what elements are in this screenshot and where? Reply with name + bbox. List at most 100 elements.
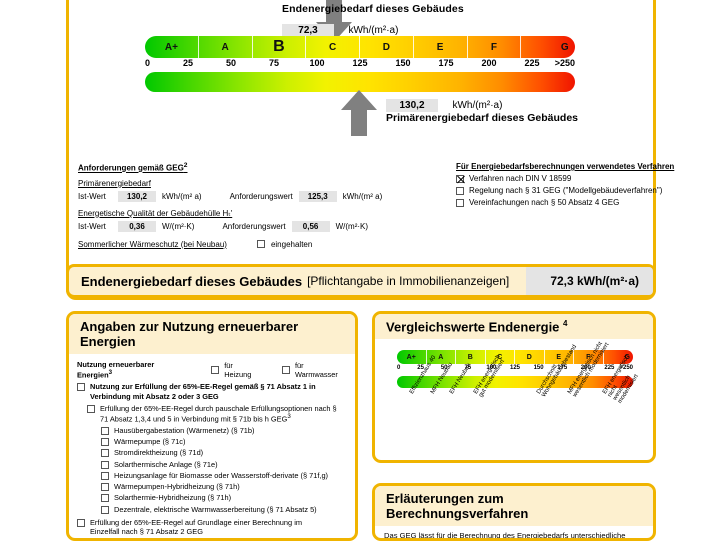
label-main-option: Nutzung zur Erfüllung der 65%-EE-Regel g…: [90, 382, 316, 401]
energy-class-D: D: [360, 36, 414, 58]
label-lump-option-sup: 3: [287, 413, 291, 421]
scale-tick-5: 125: [352, 58, 368, 68]
energy-class-F: F: [468, 36, 522, 58]
checkbox-lump-item-5[interactable]: [101, 483, 109, 492]
end-energy-value: 72,3: [282, 24, 334, 37]
label-lump-item-6: Solarthermie-Hybridheizung (§ 71h): [114, 493, 232, 503]
renewables-use-label-sup: 3: [108, 369, 113, 376]
primary-ist-unit: kWh/(m² a): [162, 191, 202, 201]
requirements-heading-text: Anforderungen gemäß GEG: [78, 163, 184, 173]
energy-class-B: B: [456, 350, 486, 364]
checkbox-lump-item-4[interactable]: [101, 471, 109, 480]
primary-energy-title: Primärenergiebedarf dieses Gebäudes: [386, 112, 578, 124]
lump-item-4[interactable]: Heizungsanlage für Biomasse oder Wassers…: [101, 471, 347, 480]
calculation-method-section: Für Energiebedarfsberechnungen verwendet…: [456, 162, 720, 207]
scale-tick-7: 175: [438, 58, 454, 68]
label-method-0: Verfahren nach DIN V 18599: [469, 174, 572, 183]
scale-tick-1: 25: [417, 365, 424, 371]
method-option-0[interactable]: Verfahren nach DIN V 18599: [456, 174, 720, 183]
calculation-method-heading: Für Energiebedarfsberechnungen verwendet…: [456, 162, 675, 171]
renewables-heading: Angaben zur Nutzung erneuerbarer Energie…: [69, 314, 355, 354]
lump-item-1[interactable]: Wärmepumpe (§ 71c): [101, 437, 347, 447]
scale-tick-8: 200: [580, 365, 591, 371]
explanation-panel: Erläuterungen zum Berechnungsverfahren D…: [372, 483, 656, 541]
energy-class-D: D: [515, 350, 545, 364]
method-option-2[interactable]: Vereinfachungen nach § 50 Absatz 4 GEG: [456, 198, 720, 207]
primary-energy-arrow-up-icon: [341, 90, 377, 136]
energy-class-scale: A+ABCDEFGH: [145, 36, 575, 58]
checkbox-method-0[interactable]: [456, 174, 464, 183]
comparison-panel: Vergleichswerte Endenergie 4 A+ABCDEFGH …: [372, 311, 656, 463]
scale-tick-2: 50: [225, 58, 237, 68]
summer-protection-row: Sommerlicher Wärmeschutz (bei Neubau) ei…: [78, 240, 644, 249]
energy-class-Aplus: A+: [145, 36, 199, 58]
label-lump-option: Erfüllung der 65%-EE-Regel durch pauscha…: [100, 404, 340, 424]
scale-tick-9: 225: [524, 58, 540, 68]
lump-item-7[interactable]: Dezentrale, elektrische Warmwasserbereit…: [101, 505, 347, 514]
energy-class-E: E: [545, 350, 574, 364]
summer-protection-checkbox-label: eingehalten: [270, 239, 313, 249]
end-energy-banner: Endenergiebedarf dieses Gebäudes [Pflich…: [66, 264, 656, 298]
renewables-use-label-text: Nutzung erneuerbarer Energien: [77, 360, 155, 380]
checkbox-use-water[interactable]: [281, 365, 290, 374]
primary-soll-value: 125,3: [298, 190, 337, 202]
summer-protection-checkbox[interactable]: [256, 240, 265, 249]
scale-tick-2: 50: [440, 365, 448, 371]
renewables-use-row: Nutzung erneuerbarer Energien3 für Heizu…: [77, 360, 347, 379]
scale-tick-1: 25: [182, 58, 194, 68]
lump-item-6[interactable]: Solarthermie-Hybridheizung (§ 71h): [101, 493, 347, 503]
envelope-soll-label: Anforderungswert: [222, 221, 286, 231]
method-option-1[interactable]: Regelung nach § 31 GEG ("Modellgebäudeve…: [456, 186, 720, 195]
renewables-panel: Angaben zur Nutzung erneuerbarer Energie…: [66, 311, 358, 541]
envelope-soll-value: 0,56: [291, 220, 330, 232]
requirements-heading: Anforderungen gemäß GEG2: [78, 162, 644, 173]
checkbox-use-heating[interactable]: [211, 365, 220, 374]
checkbox-calc-option[interactable]: [77, 518, 85, 527]
renewables-lump-option[interactable]: Erfüllung der 65%-EE-Regel durch pauscha…: [87, 404, 347, 424]
lump-item-5[interactable]: Wärmepumpen-Hybridheizung (§ 71h): [101, 482, 347, 492]
explanation-body: Das GEG lässt für die Berechnung des Ene…: [384, 531, 626, 540]
label-calc-option: Erfüllung der 65%-EE-Regel auf Grundlage…: [90, 517, 302, 537]
summer-protection-label: Sommerlicher Wärmeschutz (bei Neubau): [78, 239, 227, 249]
checkbox-lump-option[interactable]: [87, 404, 95, 413]
primary-ist-value: 130,2: [118, 190, 156, 202]
scale-tick-6: 150: [395, 58, 411, 68]
comparison-heading-sup: 4: [563, 319, 568, 328]
scale-tick-0: 0: [145, 58, 151, 68]
checkbox-method-1[interactable]: [456, 186, 464, 195]
checkbox-method-2[interactable]: [456, 198, 464, 207]
checkbox-main-option[interactable]: [77, 383, 85, 392]
checkbox-lump-item-3[interactable]: [101, 460, 109, 469]
label-lump-item-3: Solarthermische Anlage (§ 71e): [114, 459, 218, 469]
renewables-main-option[interactable]: Nutzung zur Erfüllung der 65%-EE-Regel g…: [77, 382, 347, 401]
end-energy-title: Endenergiebedarf dieses Gebäudes: [282, 3, 464, 15]
checkbox-lump-item-6[interactable]: [101, 494, 109, 503]
energy-class-G: G: [521, 36, 575, 58]
renewables-lump-items: Hausübergabestation (Wärmenetz) (§ 71b) W…: [77, 426, 347, 514]
renewables-calc-option[interactable]: Erfüllung der 65%-EE-Regel auf Grundlage…: [77, 518, 347, 537]
checkbox-lump-item-0[interactable]: [101, 426, 109, 435]
envelope-ist-label: Ist-Wert: [78, 221, 106, 231]
label-lump-option-text: Erfüllung der 65%-EE-Regel durch pauscha…: [100, 403, 337, 424]
checkbox-lump-item-2[interactable]: [101, 449, 109, 458]
checkbox-lump-item-7[interactable]: [101, 505, 109, 514]
primary-energy-unit: kWh/(m²·a): [452, 100, 503, 111]
explanation-heading: Erläuterungen zum Berechnungsverfahren: [375, 486, 653, 526]
energy-class-A: A: [199, 36, 253, 58]
envelope-values-row: Ist-Wert 0,36 W/(m²·K) Anforderungswert …: [78, 220, 644, 232]
banner-value: 72,3 kWh/(m²·a): [526, 267, 653, 295]
lump-item-2[interactable]: Stromdirektheizung (§ 71d): [101, 448, 347, 458]
lump-item-0[interactable]: Hausübergabestation (Wärmenetz) (§ 71b): [101, 426, 347, 435]
checkbox-lump-item-1[interactable]: [101, 438, 109, 447]
envelope-quality-label: Energetische Qualität der Gebäudehülle H…: [78, 208, 233, 218]
scale-tick-10: >250: [554, 58, 575, 68]
comparison-class-scale: A+ABCDEFGH: [397, 350, 633, 364]
lump-item-3[interactable]: Solarthermische Anlage (§ 71e): [101, 460, 347, 469]
energy-class-C: C: [306, 36, 360, 58]
energy-class-A: A: [427, 350, 456, 364]
energy-class-F: F: [574, 350, 604, 364]
comparison-heading: Vergleichswerte Endenergie 4: [375, 314, 653, 340]
scale-tick-4: 100: [486, 365, 497, 371]
label-use-water: für Warmwasser: [294, 360, 338, 379]
primary-energy-value: 130,2: [386, 99, 438, 112]
